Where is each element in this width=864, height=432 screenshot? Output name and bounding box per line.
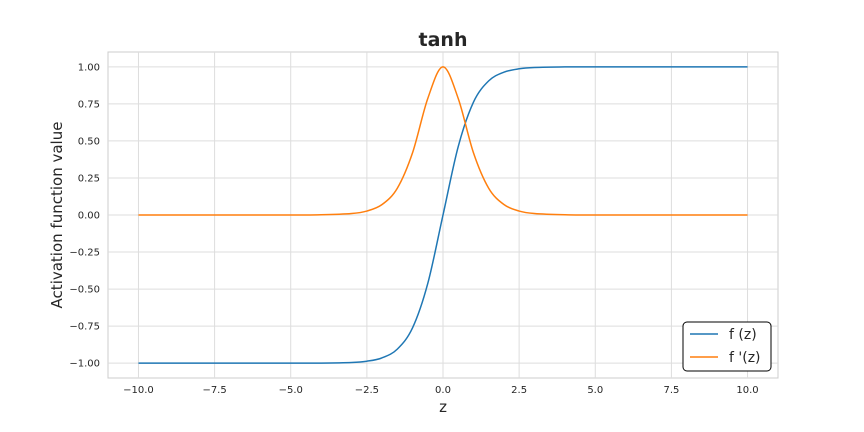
x-tick-label: −10.0 <box>123 385 154 396</box>
x-tick-label: 10.0 <box>736 385 758 396</box>
x-tick-label: 2.5 <box>511 385 527 396</box>
y-tick-label: 0.50 <box>78 136 100 147</box>
y-tick-label: 1.00 <box>78 62 100 73</box>
x-tick-label: 5.0 <box>587 385 603 396</box>
legend-entry-f: f (z) <box>729 327 757 343</box>
y-axis-label: Activation function value <box>48 122 66 309</box>
series-lines <box>138 66 748 364</box>
y-tick-label: 0.25 <box>78 173 100 184</box>
x-tick-label: 7.5 <box>663 385 679 396</box>
y-tick-label: 0.75 <box>78 99 100 110</box>
x-tick-labels: −10.0 −7.5 −5.0 −2.5 0.0 2.5 5.0 7.5 10.0 <box>123 385 759 396</box>
tanh-line <box>138 66 748 364</box>
legend-entry-f-prime: f '(z) <box>729 350 761 366</box>
x-axis-label: z <box>439 398 447 416</box>
y-tick-label: −0.50 <box>69 285 100 296</box>
tanh-derivative-line <box>138 66 748 216</box>
x-tick-label: 0.0 <box>435 385 451 396</box>
y-tick-label: −1.00 <box>69 359 100 370</box>
y-tick-label: −0.75 <box>69 322 100 333</box>
x-tick-label: −5.0 <box>279 385 303 396</box>
chart-title: tanh <box>419 29 468 51</box>
y-tick-labels: −1.00 −0.75 −0.50 −0.25 0.00 0.25 0.50 0.75 1.00 <box>69 62 100 369</box>
y-tick-label: 0.00 <box>78 211 100 222</box>
x-tick-label: −2.5 <box>355 385 379 396</box>
legend: f (z) f '(z) <box>682 321 772 372</box>
x-tick-label: −7.5 <box>202 385 226 396</box>
y-tick-label: −0.25 <box>69 248 100 259</box>
